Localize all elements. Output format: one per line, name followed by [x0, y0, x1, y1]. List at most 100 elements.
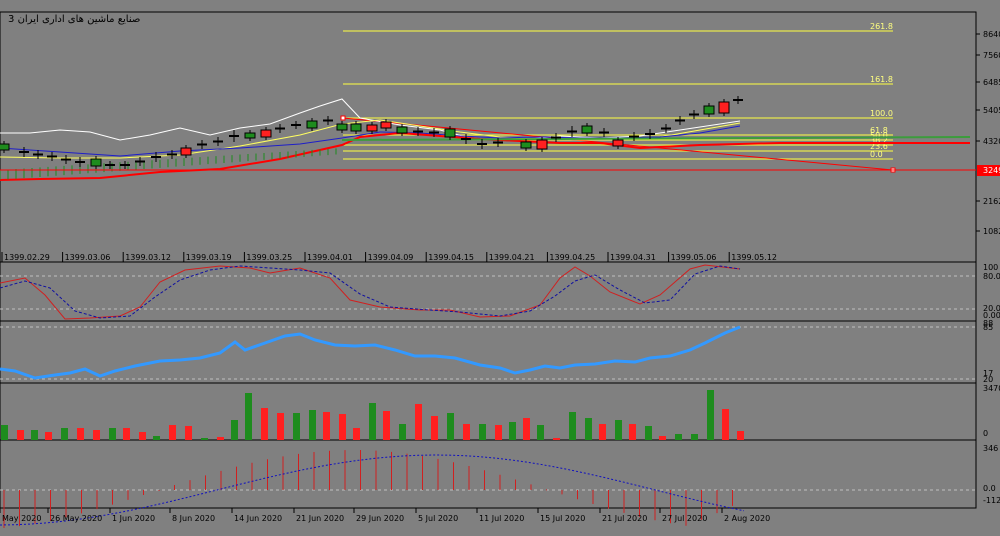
fib-level-label: 0.0 — [870, 150, 883, 159]
candle-body — [90, 158, 102, 167]
candle-body — [581, 125, 593, 134]
date-label: 1399.04.09 — [368, 253, 414, 262]
indicator-axis-label: 0.0 — [983, 484, 996, 493]
current-price-label: 3249 — [983, 166, 1000, 175]
volume-bar — [323, 412, 330, 440]
fib-level-label: 100.0 — [870, 109, 893, 118]
window-title: صنایع ماشین های اداری ایران 3 — [8, 14, 140, 25]
volume-bar — [415, 404, 422, 440]
candle-body — [180, 147, 192, 156]
volume-bar — [45, 432, 52, 440]
date-label: 27 Jul 2020 — [662, 514, 707, 523]
candle-body — [336, 123, 348, 131]
volume-bar — [169, 425, 176, 440]
candle-body — [380, 121, 392, 129]
volume-bar — [509, 422, 516, 440]
fib-level-label: 61.8 — [870, 126, 888, 135]
volume-bar — [339, 414, 346, 440]
volume-bar — [17, 430, 24, 440]
date-label: 1399.03.25 — [246, 253, 292, 262]
lower-band-line — [0, 131, 970, 181]
price-tick-label: 7560 — [983, 51, 1000, 60]
macd-signal-line — [0, 454, 745, 526]
date-label: 21 Jul 2020 — [602, 514, 647, 523]
price-tick-label: 4320 — [983, 137, 1000, 146]
volume-bar — [659, 436, 666, 440]
indicator-axis-label: 20.0 — [983, 304, 1000, 313]
fib-level-label: 38.2 — [870, 136, 888, 145]
volume-bar — [569, 412, 576, 440]
green-band-area — [0, 136, 971, 180]
candle-body — [520, 141, 532, 149]
volume-bar — [675, 434, 682, 440]
volume-bar — [447, 413, 454, 440]
volume-bar — [479, 424, 486, 440]
date-label: 29 Jun 2020 — [356, 514, 404, 523]
current-price-marker — [977, 165, 1000, 176]
candle-body — [718, 101, 730, 114]
volume-bar — [737, 431, 744, 440]
date-label: 1399.04.01 — [307, 253, 353, 262]
indicator-axis-label: 346 — [983, 444, 998, 453]
date-label: 15 Jul 2020 — [540, 514, 585, 523]
candle-body — [244, 132, 256, 139]
volume-bar — [293, 413, 300, 440]
volume-bar — [217, 437, 224, 440]
volume-bar — [261, 408, 268, 440]
date-label: 14 Jun 2020 — [234, 514, 282, 523]
date-label: 1399.02.29 — [4, 253, 50, 262]
volume-bar — [369, 403, 376, 440]
indicator-axis-label: 0 — [983, 429, 988, 438]
macd-histogram — [3, 450, 733, 528]
stochastic-panel[interactable] — [0, 261, 977, 322]
date-label: 1399.04.15 — [428, 253, 474, 262]
volume-bar — [61, 428, 68, 440]
volume-panel[interactable] — [0, 382, 977, 441]
stochastic-main-line — [0, 264, 741, 320]
candle-body — [0, 143, 10, 151]
date-label: 1399.04.31 — [610, 253, 656, 262]
volume-bar — [93, 430, 100, 440]
rsi-panel[interactable] — [0, 320, 977, 384]
volume-bar — [201, 438, 208, 440]
indicator-axis-label: -112 — [983, 496, 1000, 505]
date-label: 1 Jun 2020 — [112, 514, 155, 523]
volume-bar — [691, 434, 698, 440]
volume-bar — [645, 426, 652, 440]
volume-bar — [231, 420, 238, 440]
date-label: 8 Jun 2020 — [172, 514, 215, 523]
volume-bar — [109, 428, 116, 440]
volume-bar — [185, 426, 192, 440]
price-tick-label: 8640 — [983, 30, 1000, 39]
volume-bar — [139, 432, 146, 440]
volume-bar — [615, 420, 622, 440]
date-axis-top: 1399.02.29 1399.03.06 1399.03.12 1399.03.19… — [1, 252, 777, 262]
volume-bar — [309, 410, 316, 440]
candle-body — [260, 129, 272, 138]
date-label: 1399.03.06 — [65, 253, 111, 262]
macd-panel[interactable] — [0, 439, 977, 509]
price-tick-label: 2162 — [983, 197, 1000, 206]
volume-bar — [431, 416, 438, 440]
date-label: 5 Jul 2020 — [418, 514, 458, 523]
period-label: 3 — [8, 14, 15, 25]
date-axis-bottom[interactable]: May 2020 26 May 2020 1 Jun 2020 8 Jun 2020 1… — [0, 508, 770, 523]
fib-level-label: 161.8 — [870, 75, 893, 84]
date-label: 11 Jul 2020 — [479, 514, 524, 523]
volume-bar — [383, 411, 390, 440]
volume-bar — [153, 436, 160, 440]
date-label: 1399.05.06 — [671, 253, 717, 262]
volume-bar — [537, 425, 544, 440]
candle-body — [536, 139, 548, 150]
price-tick-label: 1082 — [983, 227, 1000, 236]
candle-body — [396, 126, 408, 134]
volume-bar — [553, 438, 560, 440]
candle-body — [444, 128, 456, 138]
indicator-axis-label: 100 — [983, 263, 998, 272]
indicator-axis-label: 20 — [983, 375, 993, 384]
stochastic-signal-line — [0, 265, 741, 319]
